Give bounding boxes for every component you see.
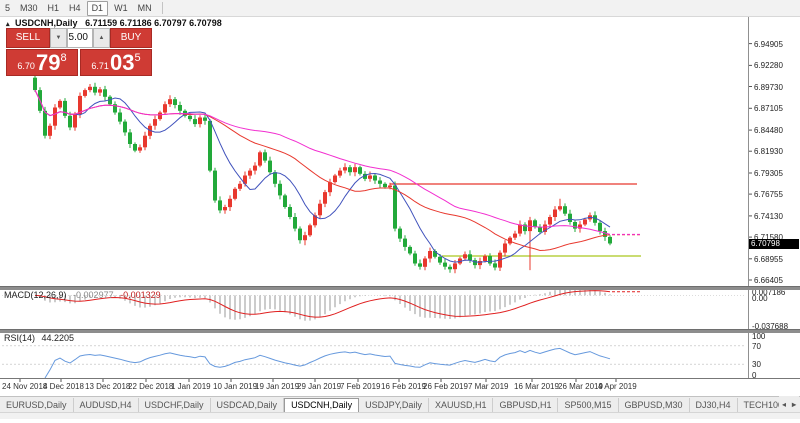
price-axis-label: 6.79305 [754,169,783,178]
time-axis-label: 4 Apr 2019 [598,382,637,391]
time-axis-label: 22 Dec 2018 [128,382,174,391]
bid-big-digits: 79 [35,50,61,75]
timeframe-button-mn[interactable]: MN [137,2,152,13]
timeframe-button-5[interactable]: 5 [5,2,11,13]
collapse-icon[interactable]: ▴ [6,21,10,28]
time-axis-label: 29 Jan 2019 [297,382,342,391]
rsi-axis-30: 30 [752,360,761,369]
time-axis-label: 16 Feb 2019 [381,382,426,391]
macd-axis-zero: 0.00 [752,294,768,303]
time-axis-label: 4 Dec 2018 [43,382,84,391]
chevron-up-icon: ▲ [98,35,105,41]
bid-price-panel[interactable]: 6.70 79 8 [6,49,78,76]
macd-name: MACD(12,26,9) [4,290,67,300]
price-axis-label: 6.66405 [754,275,783,285]
tabs-scroll-left-icon[interactable]: ◂ [781,399,786,409]
price-axis-label: 6.84480 [754,126,783,136]
macd-main-value: -0.002977 [73,290,114,300]
main-macd-splitter[interactable] [0,286,800,290]
time-axis-label: 13 Dec 2018 [85,382,131,391]
chart-tab-usdjpy-daily[interactable]: USDJPY,Daily [359,397,429,413]
chart-tab-audusd-h4[interactable]: AUDUSD,H4 [74,397,139,413]
timeframe-button-h1[interactable]: H1 [47,2,60,13]
toolbar-divider [161,2,163,14]
macd-signal-value: -0.001329 [120,290,161,300]
ask-pip-digit: 5 [134,52,141,64]
volume-up-button[interactable]: ▲ [93,28,110,48]
rsi-value: 44.2205 [41,333,75,343]
buy-button[interactable]: BUY [110,28,152,48]
macd-indicator-label: MACD(12,26,9) -0.002977 -0.001329 [4,290,161,300]
time-axis-label: 7 Mar 2019 [468,382,509,391]
chart-tab-eurusd-daily[interactable]: EURUSD,Daily [0,397,74,413]
chart-title: ▴ USDCNH,Daily 6.71159 6.71186 6.70797 6… [6,18,222,28]
price-axis-label: 6.81930 [754,147,783,157]
chart-ohlc-values: 6.71159 6.71186 6.70797 6.70798 [85,18,222,28]
time-axis-label: 26 Mar 2019 [558,382,603,391]
price-axis-label: 6.71580 [754,233,783,243]
rsi-axis-70: 70 [752,342,761,351]
time-axis-label: 10 Jan 2019 [213,382,258,391]
timeframe-button-d1[interactable]: D1 [86,0,109,16]
chart-symbol-label: USDCNH,Daily [15,18,78,28]
current-price-badge: 6.70798 [749,239,799,249]
volume-input[interactable]: 5.00 [67,28,93,48]
time-axis-label: 19 Jan 2019 [255,382,300,391]
sell-button[interactable]: SELL [6,28,50,48]
time-axis-label: 16 Mar 2019 [514,382,559,391]
time-axis-label: 7 Feb 2019 [340,382,381,391]
price-axis-label: 6.74130 [754,211,783,221]
chart-tab-tech100-h1[interactable]: TECH100,H1 [738,398,800,413]
tab-scroll-arrows: ◂ ▸ [778,396,799,412]
chart-tab-xauusd-h1[interactable]: XAUUSD,H1 [429,397,494,413]
timeframe-button-w1[interactable]: W1 [114,2,128,13]
price-axis-label: 6.92280 [754,61,783,71]
ask-prefix: 6.71 [91,61,109,71]
rsi-axis-0: 0 [752,371,757,380]
macd-axis-top: 0.007186 [752,288,786,297]
rsi-axis-100: 100 [752,332,766,341]
price-axis-divider [748,17,749,379]
price-axis-label: 6.68955 [754,254,783,264]
time-axis-divider [0,378,800,379]
bid-pip-digit: 8 [60,52,67,64]
chart-tab-gbpusd-h1[interactable]: GBPUSD,H1 [493,397,559,413]
time-axis-label: 24 Nov 2018 [2,382,48,391]
timeframe-toolbar: 5 M30 H1 H4 D1 W1 MN [0,0,800,17]
price-axis-label: 6.89730 [754,82,783,92]
chart-tab-usdchf-daily[interactable]: USDCHF,Daily [139,397,211,413]
macd-rsi-splitter[interactable] [0,329,800,333]
bid-prefix: 6.70 [17,61,35,71]
chart-tab-usdcad-daily[interactable]: USDCAD,Daily [211,397,285,413]
macd-axis-bottom: -0.037688 [752,322,789,331]
price-axis-label: 6.76755 [754,190,783,200]
time-axis-label: 1 Jan 2019 [171,382,211,391]
rsi-name: RSI(14) [4,333,36,343]
tabs-scroll-right-icon[interactable]: ▸ [791,399,796,409]
chart-tab-sp500-m15[interactable]: SP500,M15 [558,397,619,413]
rsi-indicator-label: RSI(14) 44.2205 [4,333,74,343]
chart-tab-bar: EURUSD,Daily AUDUSD,H4 USDCHF,Daily USDCAD,… [0,396,800,413]
chart-tab-usdcnh-daily[interactable]: USDCNH,Daily [284,397,360,413]
volume-down-button[interactable]: ▼ [50,28,67,48]
price-axis-label: 6.94905 [754,39,783,49]
ask-big-digits: 03 [109,50,135,75]
timeframe-button-h4[interactable]: H4 [69,2,81,13]
time-axis-label: 26 Feb 2019 [423,382,468,391]
status-bar [0,412,800,419]
price-axis-label: 6.87105 [754,104,783,114]
chart-tab-gbpusd-m30[interactable]: GBPUSD,M30 [619,397,690,413]
ask-price-panel[interactable]: 6.71 03 5 [80,49,152,76]
chart-tab-dj30-h4[interactable]: DJ30,H4 [690,397,738,413]
chevron-down-icon: ▼ [55,35,62,41]
one-click-trading-widget: SELL ▼ 5.00 ▲ BUY 6.70 79 8 6.71 03 5 [6,28,152,76]
timeframe-button-m30[interactable]: M30 [20,2,38,13]
